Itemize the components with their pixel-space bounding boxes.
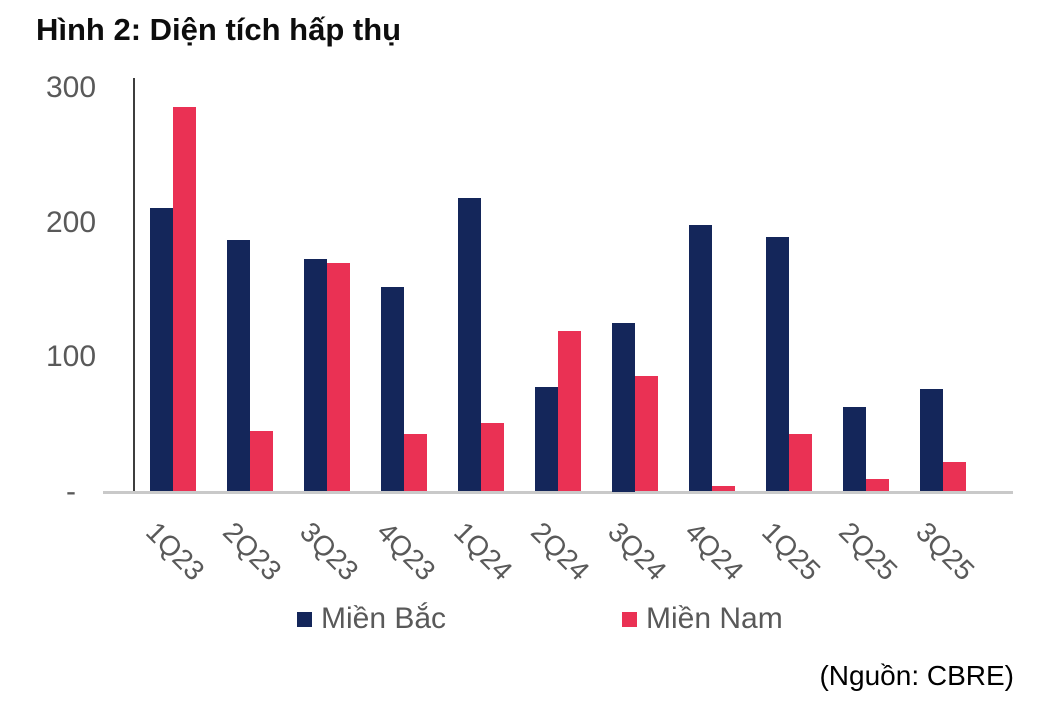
legend-item-mien-nam: Miền Nam <box>622 602 783 636</box>
bar-mien-bac-3q25 <box>920 389 943 492</box>
x-axis-tick-label-3q23: 3Q23 <box>294 516 365 587</box>
bar-mien-nam-3q25 <box>943 461 966 492</box>
y-axis-tick-label-0: - <box>66 474 76 508</box>
bar-mien-bac-2q25 <box>843 406 866 492</box>
bar-mien-nam-1q24 <box>481 422 504 492</box>
x-axis-tick-label-1q24: 1Q24 <box>448 516 519 587</box>
bar-mien-nam-2q23 <box>250 430 273 492</box>
chart-title: Hình 2: Diện tích hấp thụ <box>36 12 402 47</box>
bar-mien-nam-2q24 <box>558 331 581 492</box>
y-axis-tick-label-100: 100 <box>45 340 97 373</box>
x-axis-tick-label-2q24: 2Q24 <box>525 516 596 587</box>
bar-mien-nam-1q23 <box>173 106 196 492</box>
x-axis-tick-label-2q23: 2Q23 <box>217 516 288 587</box>
bar-mien-bac-4q24 <box>689 225 712 492</box>
legend-swatch-mien-bac <box>297 611 312 627</box>
legend-label-mien-nam: Miền Nam <box>646 602 783 635</box>
x-axis-baseline <box>103 491 1013 494</box>
bar-mien-nam-3q23 <box>327 262 350 492</box>
bar-mien-nam-4q23 <box>404 433 427 492</box>
x-axis-tick-label-4q24: 4Q24 <box>679 516 750 587</box>
x-axis-tick-label-3q24: 3Q24 <box>602 516 673 587</box>
y-axis-line <box>133 78 135 492</box>
y-axis-tick-label-300: 300 <box>45 71 97 104</box>
source-caption: (Nguồn: CBRE) <box>819 660 1014 691</box>
x-axis-tick-label-2q25: 2Q25 <box>833 516 904 587</box>
legend-swatch-mien-nam <box>622 611 637 627</box>
bar-mien-bac-1q24 <box>458 198 481 492</box>
bar-mien-bac-3q23 <box>304 258 327 492</box>
bar-mien-nam-3q24 <box>635 375 658 492</box>
bar-mien-nam-1q25 <box>789 433 812 492</box>
x-axis-tick-label-3q25: 3Q25 <box>910 516 981 587</box>
bar-mien-bac-1q25 <box>766 237 789 492</box>
bar-mien-bac-2q23 <box>227 239 250 492</box>
x-axis-tick-label-1q25: 1Q25 <box>756 516 827 587</box>
bar-mien-bac-4q23 <box>381 287 404 492</box>
x-axis-tick-label-1q23: 1Q23 <box>140 516 211 587</box>
legend-label-mien-bac: Miền Bắc <box>321 602 447 635</box>
bar-mien-bac-1q23 <box>150 207 173 492</box>
bar-mien-nam-2q25 <box>866 479 889 492</box>
y-axis-tick-label-200: 200 <box>45 205 97 239</box>
bar-mien-bac-2q24 <box>535 386 558 492</box>
x-axis-tick-label-4q23: 4Q23 <box>371 516 442 587</box>
bar-mien-nam-4q24 <box>712 486 735 492</box>
bar-mien-bac-3q24 <box>612 323 635 492</box>
legend-item-mien-bac: Miền Bắc <box>297 602 446 636</box>
